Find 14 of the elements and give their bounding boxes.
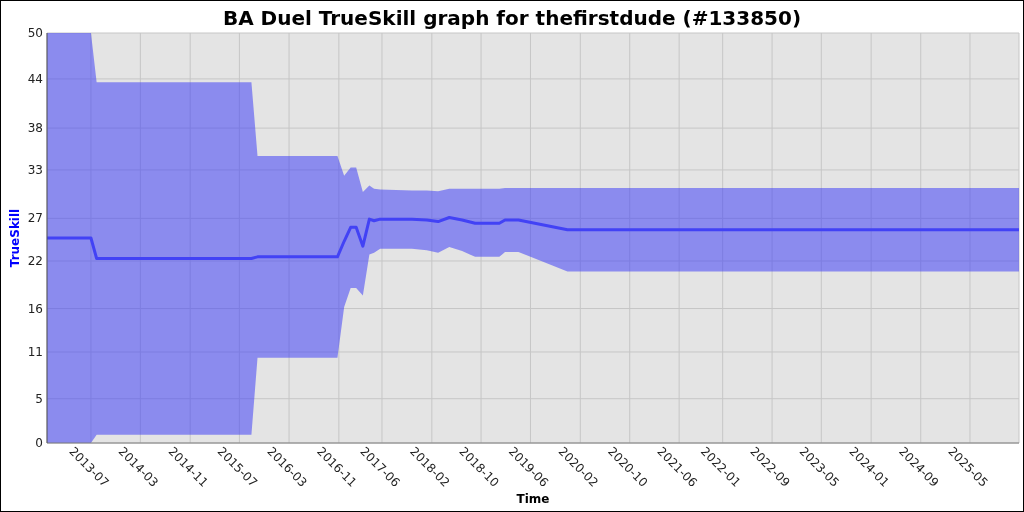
x-axis-title: Time xyxy=(516,492,550,506)
y-tick-label: 16 xyxy=(27,301,43,316)
y-tick-label: 0 xyxy=(35,436,43,450)
y-tick-label: 27 xyxy=(27,211,43,226)
y-tick-label: 44 xyxy=(27,71,43,86)
y-tick-label: 50 xyxy=(27,26,43,40)
y-tick-label: 38 xyxy=(27,121,43,136)
y-tick-label: 22 xyxy=(27,253,43,268)
line-series xyxy=(47,216,1019,260)
y-tick-label: 33 xyxy=(27,162,43,177)
y-tick-label: 11 xyxy=(27,344,43,359)
chart-title: BA Duel TrueSkill graph for thefirstdude (#133850) xyxy=(222,6,802,30)
y-axis-title: TrueSkill xyxy=(8,208,22,268)
y-tick-label: 5 xyxy=(35,391,43,406)
